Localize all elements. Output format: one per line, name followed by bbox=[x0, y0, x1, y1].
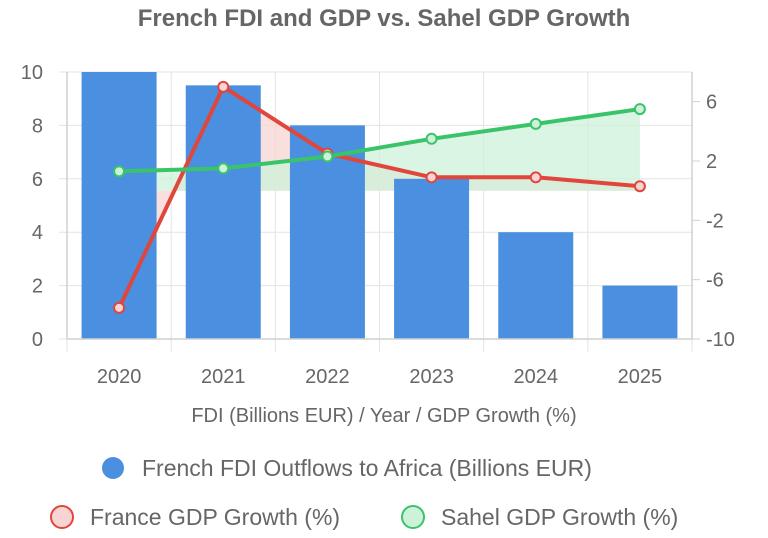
point-sahel-gdp bbox=[529, 117, 542, 130]
y-right-tick-label: 2 bbox=[706, 151, 717, 173]
line-france-gdp bbox=[117, 84, 641, 309]
point-france-gdp bbox=[529, 171, 542, 184]
point-france-gdp bbox=[113, 301, 126, 314]
y-right-tick-label: 6 bbox=[706, 92, 717, 114]
point-france-gdp bbox=[217, 80, 230, 93]
point-sahel-gdp bbox=[217, 162, 230, 175]
point-sahel-gdp bbox=[113, 165, 126, 178]
bar-fdi bbox=[185, 85, 261, 339]
y-left-tick-label: 10 bbox=[21, 62, 43, 84]
y-right-tick-label: -6 bbox=[706, 270, 724, 292]
chart-title: French FDI and GDP vs. Sahel GDP Growth bbox=[138, 5, 631, 32]
legend-marker-france bbox=[50, 505, 74, 529]
x-tick-label: 2022 bbox=[305, 366, 350, 388]
y-right-tick-label: -2 bbox=[706, 210, 724, 232]
y-right-tick-label: -10 bbox=[706, 329, 735, 351]
point-france-gdp bbox=[633, 180, 646, 193]
point-france-gdp bbox=[425, 171, 438, 184]
bar-fdi bbox=[602, 285, 678, 339]
bar-fdi bbox=[81, 72, 157, 339]
lines bbox=[113, 80, 646, 314]
legend-label: France GDP Growth (%) bbox=[90, 504, 340, 530]
legend-label: Sahel GDP Growth (%) bbox=[441, 504, 678, 530]
point-sahel-gdp bbox=[633, 103, 646, 116]
y-left-tick-label: 2 bbox=[32, 276, 43, 298]
y-left-tick-label: 6 bbox=[32, 169, 43, 191]
point-sahel-gdp bbox=[425, 132, 438, 145]
legend-marker-fdi bbox=[102, 457, 124, 479]
point-sahel-gdp bbox=[321, 150, 334, 163]
axes: 0 2 4 6 8 10 -10 -6 -2 2 6 2020 2021 2022 2023 2024 2025 bbox=[21, 62, 735, 388]
legend-label: French FDI Outflows to Africa (Billions … bbox=[142, 455, 592, 481]
y-left-tick-label: 4 bbox=[32, 222, 43, 244]
bar-fdi bbox=[498, 232, 574, 339]
legend-marker-sahel bbox=[401, 505, 425, 529]
x-tick-label: 2024 bbox=[514, 366, 559, 388]
y-left-tick-label: 8 bbox=[32, 115, 43, 137]
line-sahel-gdp bbox=[119, 107, 641, 174]
x-tick-label: 2023 bbox=[409, 366, 454, 388]
x-tick-label: 2021 bbox=[201, 366, 246, 388]
x-tick-label: 2025 bbox=[618, 366, 663, 388]
bar-fdi bbox=[394, 178, 470, 339]
legend: French FDI Outflows to Africa (Billions … bbox=[50, 455, 678, 530]
x-axis-title: FDI (Billions EUR) / Year / GDP Growth (… bbox=[191, 405, 576, 427]
x-tick-label: 2020 bbox=[97, 366, 142, 388]
y-left-tick-label: 0 bbox=[32, 329, 43, 351]
